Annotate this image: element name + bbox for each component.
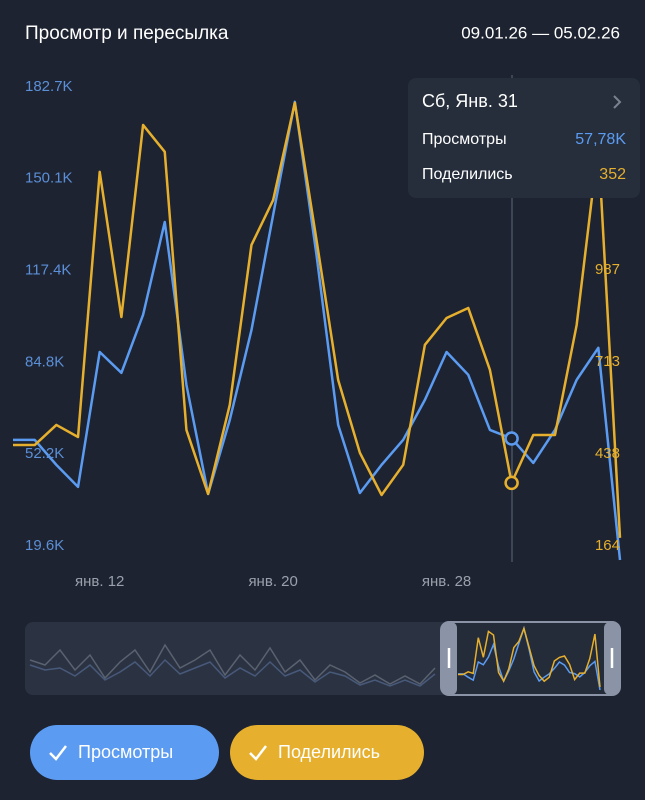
y-tick-label: 84.8K (25, 353, 64, 370)
tooltip[interactable]: Сб, Янв. 31 Просмотры 57,78K Поделились … (408, 78, 640, 198)
y2-tick-label: 987 (595, 261, 620, 278)
tooltip-title: Сб, Янв. 31 (422, 91, 518, 111)
hover-point (504, 431, 519, 446)
y2-tick-label: 713 (595, 353, 620, 370)
series-line (13, 100, 622, 561)
title: Просмотр и пересылка (25, 23, 229, 44)
legend-button[interactable]: Просмотры (30, 725, 219, 780)
y-tick-label: 52.2K (25, 445, 64, 462)
check-icon (49, 745, 67, 761)
y-tick-label: 150.1K (25, 170, 73, 187)
x-tick-label: янв. 20 (248, 573, 297, 590)
legend-label[interactable]: Поделились (278, 742, 380, 762)
date-range[interactable]: 09.01.26 — 05.02.26 (461, 23, 620, 42)
plot: янв. 12 янв. 20 янв. 28 19.6K 52.2K 84.8K 117.… (13, 78, 622, 590)
navigator-line (458, 626, 601, 688)
y-tick-label: 117.4K (25, 262, 71, 279)
y2-tick-label: 438 (595, 445, 620, 462)
y2-tick-label: 164 (595, 537, 620, 554)
legend-button[interactable]: Поделились (230, 725, 424, 780)
tooltip-box (408, 78, 640, 198)
navigator-history (29, 643, 436, 685)
tooltip-arrow (613, 95, 622, 109)
legend-label[interactable]: Просмотры (78, 742, 173, 762)
tooltip-label: Просмотры (422, 131, 507, 148)
tooltip-value: 57,78K (575, 131, 626, 148)
legend-pill[interactable] (30, 725, 219, 780)
y-tick-label: 19.6K (25, 537, 64, 554)
y-tick-label: 182.7K (25, 78, 73, 95)
navigator[interactable] (25, 621, 621, 696)
tooltip-label: Поделились (422, 166, 513, 183)
navigator-history (29, 658, 436, 687)
tooltip-value: 352 (599, 166, 626, 183)
x-tick-label: янв. 12 (75, 573, 124, 590)
series-line (13, 101, 622, 538)
legend-pill[interactable] (230, 725, 424, 780)
navigator-lines (458, 625, 601, 691)
check-icon (249, 745, 267, 761)
x-tick-label: янв. 28 (422, 573, 471, 590)
hover-point (504, 475, 519, 491)
